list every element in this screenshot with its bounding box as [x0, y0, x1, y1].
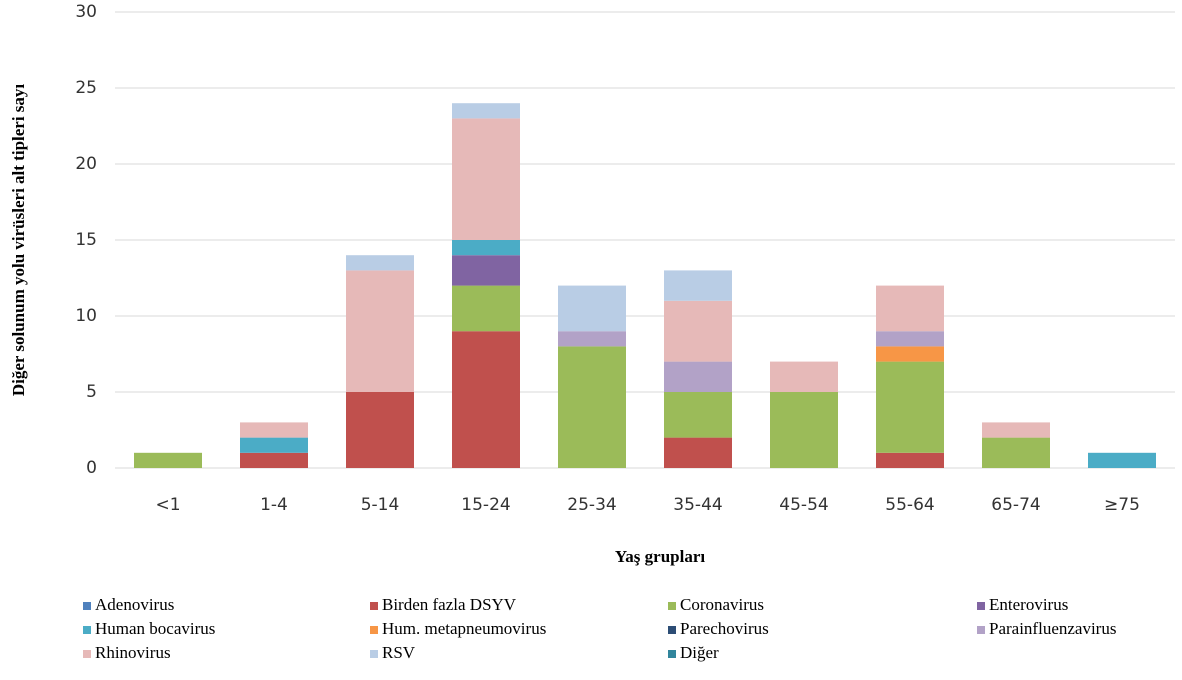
x-tick-label: 25-34 — [567, 495, 616, 515]
bar-segment — [876, 346, 944, 362]
legend-swatch — [668, 602, 676, 610]
y-tick-label: 30 — [75, 2, 97, 22]
legend-label: Human bocavirus — [95, 619, 215, 638]
legend-label: Coronavirus — [680, 595, 764, 614]
bar-segment — [452, 118, 520, 240]
bar-segment — [452, 285, 520, 332]
legend-label: RSV — [382, 643, 416, 662]
legend-label: Rhinovirus — [95, 643, 171, 662]
legend-label: Parainfluenzavirus — [989, 619, 1116, 638]
y-tick-label: 25 — [75, 78, 97, 98]
bar-segment — [876, 361, 944, 453]
y-tick-label: 5 — [86, 382, 97, 402]
bar-segment — [982, 437, 1050, 468]
legend-label: Birden fazla DSYV — [382, 595, 517, 614]
bar-segment — [452, 331, 520, 468]
x-tick-label: 35-44 — [673, 495, 722, 515]
bar-segment — [664, 437, 732, 468]
bar-segment — [240, 437, 308, 453]
bar-segment — [346, 392, 414, 468]
bar-segment — [770, 392, 838, 468]
bar-segment — [452, 240, 520, 256]
bar-segment — [240, 452, 308, 468]
x-tick-label: 55-64 — [885, 495, 934, 515]
bar-segment — [134, 452, 202, 468]
bar-segment — [664, 392, 732, 438]
legend-swatch — [83, 650, 91, 658]
legend-label: Hum. metapneumovirus — [382, 619, 546, 638]
y-tick-label: 10 — [75, 306, 97, 326]
bar-segment — [240, 422, 308, 438]
bar-segment — [452, 103, 520, 119]
bar-segment — [664, 300, 732, 362]
legend-swatch — [83, 602, 91, 610]
bar-segment — [558, 346, 626, 468]
legend-swatch — [83, 626, 91, 634]
legend-label: Enterovirus — [989, 595, 1068, 614]
y-tick-label: 20 — [75, 154, 97, 174]
bar-segment — [346, 255, 414, 271]
legend-label: Diğer — [680, 643, 719, 662]
bar-segment — [558, 285, 626, 332]
bar-segment — [982, 422, 1050, 438]
y-axis-title: Diğer solunum yolu virüsleri alt tipleri… — [9, 84, 28, 397]
legend-swatch — [668, 626, 676, 634]
bar-segment — [346, 270, 414, 392]
x-tick-label: 45-54 — [779, 495, 828, 515]
bar-segment — [876, 331, 944, 347]
x-axis-title: Yaş grupları — [615, 547, 705, 566]
x-tick-label: 1-4 — [260, 495, 288, 515]
legend-label: Parechovirus — [680, 619, 769, 638]
x-tick-label: 5-14 — [361, 495, 400, 515]
bar-segment — [770, 361, 838, 392]
y-tick-label: 0 — [86, 458, 97, 478]
bar-segment — [1088, 452, 1156, 468]
y-tick-label: 15 — [75, 230, 97, 250]
legend-swatch — [370, 626, 378, 634]
legend-swatch — [977, 602, 985, 610]
x-tick-label: 15-24 — [461, 495, 510, 515]
x-tick-label: ≥75 — [1104, 495, 1140, 515]
bar-segment — [664, 270, 732, 301]
legend-swatch — [977, 626, 985, 634]
bar-segment — [452, 255, 520, 286]
bar-segment — [664, 361, 732, 392]
x-tick-label: 65-74 — [991, 495, 1040, 515]
legend-label: Adenovirus — [95, 595, 174, 614]
bar-segment — [876, 452, 944, 468]
legend-swatch — [668, 650, 676, 658]
x-tick-label: <1 — [155, 495, 180, 515]
legend-swatch — [370, 650, 378, 658]
bar-segment — [876, 285, 944, 332]
legend-swatch — [370, 602, 378, 610]
bar-segment — [558, 331, 626, 347]
